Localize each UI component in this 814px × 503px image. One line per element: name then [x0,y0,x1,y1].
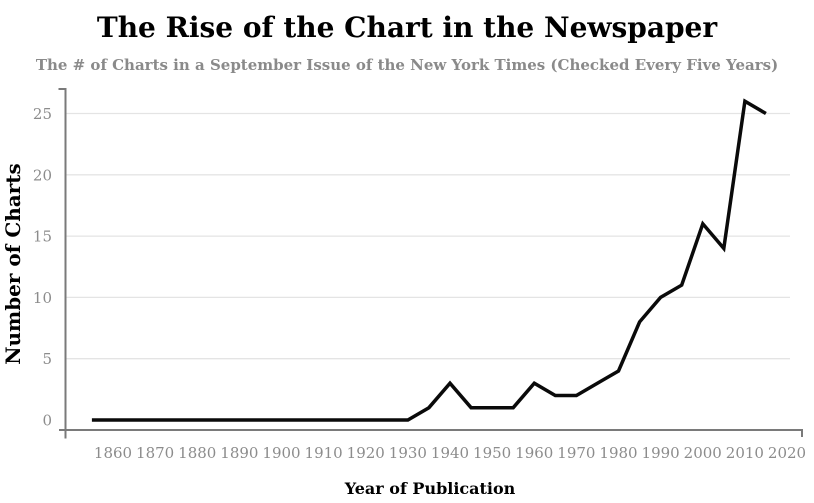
x-tick-label-1950: 1950 [473,444,511,462]
y-axis-title: Number of Charts [1,163,25,365]
y-tick-labels: 0 5 10 15 20 25 [33,105,52,430]
x-tick-label-1990: 1990 [642,444,680,462]
x-tick-label-1910: 1910 [305,444,343,462]
axes [58,88,803,439]
y-tick-label-5: 5 [42,350,52,368]
y-tick-label-10: 10 [33,289,52,307]
x-tick-label-2020: 2020 [768,444,806,462]
x-tick-label-1960: 1960 [515,444,553,462]
x-tick-label-2010: 2010 [726,444,764,462]
y-tick-label-25: 25 [33,105,52,123]
x-tick-label-1860: 1860 [94,444,132,462]
x-tick-label-1920: 1920 [347,444,385,462]
chart-subtitle: The # of Charts in a September Issue of … [36,56,778,74]
x-tick-label-1890: 1890 [220,444,258,462]
gridlines [66,112,790,360]
x-tick-label-1880: 1880 [178,444,216,462]
y-tick-label-0: 0 [42,412,52,430]
x-tick-label-1980: 1980 [599,444,637,462]
x-tick-label-1930: 1930 [389,444,427,462]
x-tick-label-2000: 2000 [684,444,722,462]
chart-title: The Rise of the Chart in the Newspaper [97,11,719,44]
x-tick-label-1970: 1970 [557,444,595,462]
x-tick-label-1870: 1870 [136,444,174,462]
x-tick-labels: 1860 1870 1880 1890 1900 1910 1920 1930 1940 1950… [94,444,806,462]
x-tick-label-1940: 1940 [431,444,469,462]
y-tick-label-15: 15 [33,228,52,246]
x-axis-title: Year of Publication [344,479,516,498]
x-tick-label-1900: 1900 [262,444,300,462]
data-line [91,98,767,422]
y-tick-label-20: 20 [33,166,52,184]
